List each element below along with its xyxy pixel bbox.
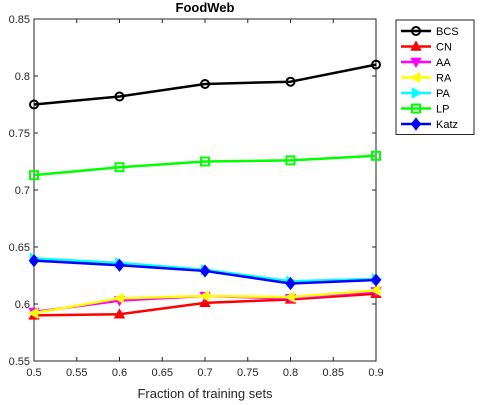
series-line-lp [33,154,377,177]
x-tick-label: 0.5 [26,367,41,379]
x-axis-title: Fraction of training sets [137,386,273,401]
legend-marker [409,71,421,84]
y-tick-label: 0.8 [15,71,30,83]
legend-marker [410,57,422,69]
data-point-lp [114,162,125,173]
series-ra [27,284,381,319]
x-tick-label: 0.9 [368,367,383,379]
x-tick-label: 0.8 [283,367,298,379]
data-point-bcs [371,59,381,70]
legend-marker [411,103,421,114]
plot-area [33,18,377,362]
y-tick-label: 0.85 [9,14,30,26]
legend-marker [410,40,422,51]
y-tick-label: 0.75 [9,128,30,140]
legend-item-pa: PA [401,87,451,100]
x-tick-label: 0.75 [237,367,258,379]
legend-marker [411,87,423,99]
data-point-katz [199,264,211,278]
legend-label: BCS [436,26,459,38]
data-point-cn [113,308,126,319]
data-point-katz [370,273,382,287]
legend-marker [411,26,421,36]
legend-item-aa: AA [401,57,451,69]
data-point-cn [199,296,211,308]
legend-label: Katz [436,119,458,131]
data-point-ra [284,291,295,303]
x-tick-label: 0.7 [197,367,212,379]
data-point-katz [28,254,40,268]
data-point-bcs [200,78,210,89]
data-point-bcs [285,76,296,87]
legend-label: PA [436,88,451,100]
data-point-bcs [114,91,125,102]
data-point-bcs [29,99,39,110]
y-tick-label: 0.6 [15,299,30,311]
series-bcs [29,59,381,110]
data-point-lp [200,156,210,167]
y-tick-label: 0.65 [9,242,30,254]
data-point-lp [285,155,296,166]
data-point-katz [114,258,125,272]
data-point-katz [285,276,296,291]
chart-title: FoodWeb [176,0,235,15]
legend-item-lp: LP [401,103,449,116]
legend-label: RA [436,73,452,85]
series-lp [29,150,381,181]
legend-label: LP [436,104,449,116]
data-point-lp [29,170,39,181]
y-tick-label: 0.55 [9,356,30,368]
x-tick-label: 0.55 [66,367,87,379]
data-point-ra [369,284,381,297]
legend-item-bcs: BCS [401,26,459,38]
x-tick-label: 0.65 [152,367,173,379]
x-tick-label: 0.85 [323,367,344,379]
x-tick-label: 0.6 [112,367,127,379]
legend-label: CN [436,42,452,54]
y-tick-label: 0.7 [15,185,30,197]
legend-marker [410,117,422,131]
legend-item-ra: RA [401,71,452,85]
data-point-ra [27,307,39,319]
legend-label: AA [436,57,451,69]
legend-item-cn: CN [401,40,452,54]
data-point-lp [371,150,381,161]
series-katz [28,254,382,291]
series-line-bcs [33,63,377,106]
legend-item-katz: Katz [401,117,458,131]
data-point-ra [113,292,124,304]
legend: BCS CN AA RA PA LP Katz [395,19,475,135]
data-point-ra [198,290,210,302]
